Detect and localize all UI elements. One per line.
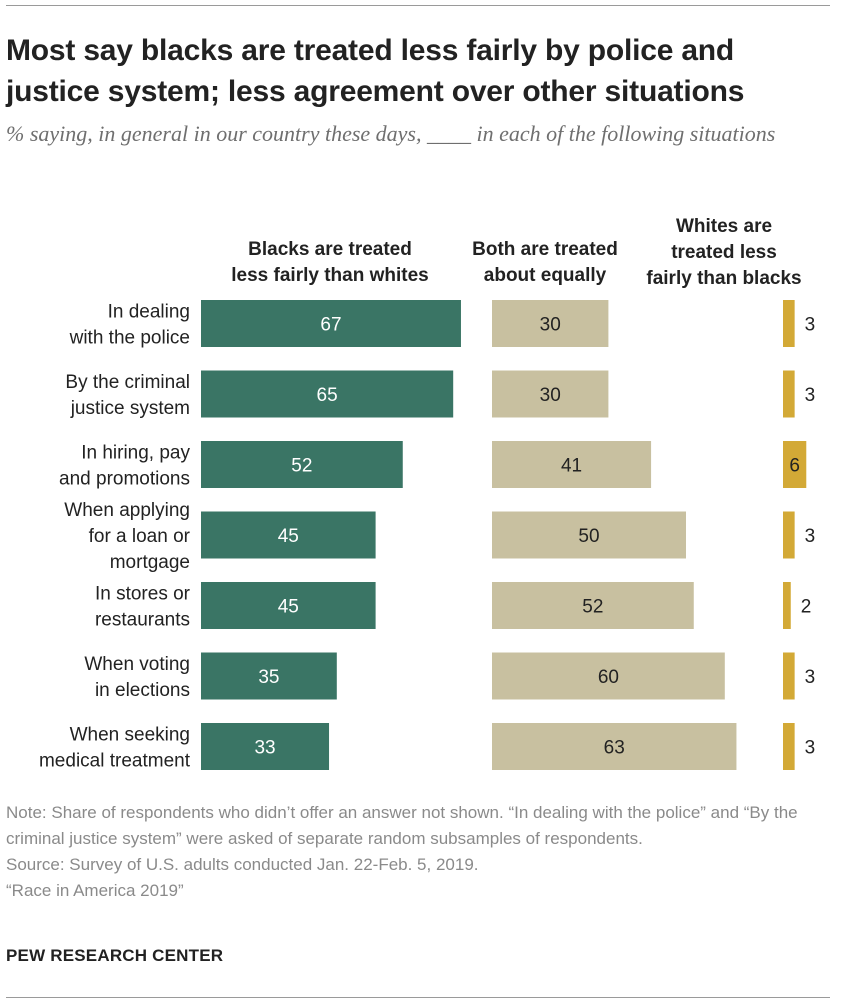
category-label: for a loan or [89,526,191,547]
chart-subtitle: % saying, in general in our country thes… [6,121,776,146]
bar-series-2 [492,300,609,347]
column-header-line: Both are treated [472,239,618,260]
data-label: 67 [320,315,341,336]
column-header-line: treated less [671,242,777,263]
category-label: restaurants [95,610,190,631]
bar-series-1 [201,652,337,700]
note-text: Note: Share of respondents who didn’t of… [6,803,798,848]
bar-series-3 [783,511,795,559]
data-label: 3 [805,667,816,688]
column-header-line: Whites are [675,216,773,237]
bar-series-1 [201,582,376,629]
column-header-whites-less-fairly: Whites are treated less fairly than blac… [628,214,820,292]
data-label: 63 [604,738,625,759]
data-label: 30 [540,315,561,336]
column-header-line: Blacks are treated [248,239,412,260]
bar-series-2 [492,723,737,770]
bar-series-3 [783,300,795,347]
data-label: 45 [278,597,299,618]
bar-series-2 [492,370,609,418]
data-label: 30 [540,385,561,406]
data-label: 52 [291,456,312,477]
data-label: 35 [258,667,279,688]
bar-series-3 [783,652,795,700]
category-label: with the police [69,328,190,349]
data-label: 2 [801,597,812,618]
bar-series-3 [783,582,791,629]
category-label: In dealing [108,302,190,323]
data-label: 3 [805,738,816,759]
bar-series-1 [201,300,461,347]
bar-series-1 [201,370,454,418]
data-label: 50 [578,526,599,547]
bar-series-2 [492,582,694,629]
source-text: Source: Survey of U.S. adults conducted … [6,855,479,874]
category-label: medical treatment [39,751,191,772]
category-label: When applying [64,500,190,521]
data-label: 33 [254,738,275,759]
bar-series-2 [492,652,725,700]
bar-series-3 [783,723,795,770]
column-header-blacks-less-fairly: Blacks are treated less fairly than whit… [210,237,450,289]
column-header-line: less fairly than whites [231,265,429,286]
data-label: 41 [561,456,582,477]
bottom-rule [6,997,830,998]
column-header-line: about equally [483,265,607,286]
column-header-line: fairly than blacks [646,268,802,289]
bar-series-1 [201,441,403,488]
footnote: Note: Share of respondents who didn’t of… [6,800,836,904]
brand-logo-text: PEW RESEARCH CENTER [6,946,224,965]
data-label: 3 [805,385,816,406]
report-text: “Race in America 2019” [6,881,184,900]
data-label: 52 [582,597,603,618]
category-label: When seeking [70,725,190,746]
category-label: justice system [70,398,190,419]
bar-series-1 [201,723,330,770]
top-rule [6,5,830,6]
column-header-treated-equally: Both are treated about equally [452,237,638,289]
bar-series-2 [492,441,652,488]
bar-series-1 [201,511,376,559]
data-label: 6 [789,456,800,477]
data-label: 45 [278,526,299,547]
category-label: mortgage [110,552,190,573]
bar-series-2 [492,511,686,559]
category-label: In hiring, pay [81,443,190,464]
category-label: and promotions [59,469,190,490]
category-label: When voting [84,654,190,675]
category-label: By the criminal [65,372,190,393]
bar-series-3 [783,370,795,418]
data-label: 65 [317,385,338,406]
category-label: In stores or [95,584,191,605]
data-label: 3 [805,315,816,336]
data-label: 3 [805,526,816,547]
bar-series-3 [783,441,807,488]
chart-title: Most say blacks are treated less fairly … [6,34,745,108]
category-label: in elections [95,680,190,701]
data-label: 60 [598,667,619,688]
